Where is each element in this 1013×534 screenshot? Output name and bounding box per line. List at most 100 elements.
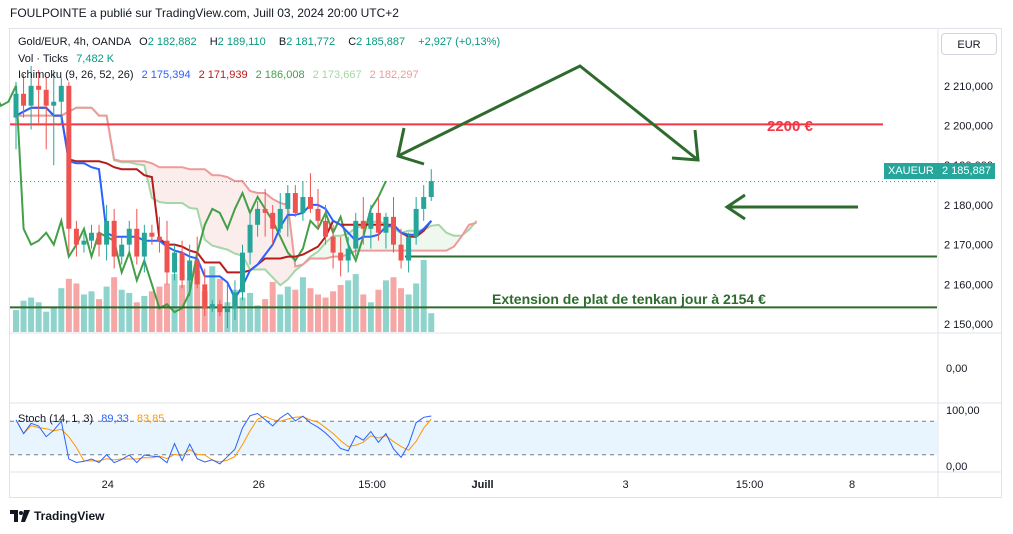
candle-body: [36, 85, 42, 90]
legend-c-label: C: [348, 36, 357, 48]
volume-bar: [420, 260, 427, 332]
kumo-fill: [167, 167, 175, 203]
arrow-drawing: [397, 64, 699, 162]
kumo-fill: [318, 242, 326, 259]
tradingview-logo[interactable]: TradingView: [10, 509, 104, 523]
volume-bar: [156, 286, 163, 332]
currency-button[interactable]: EUR: [941, 33, 997, 55]
arrow-head: [396, 127, 425, 166]
y-tick-label: 2 160,000: [944, 279, 993, 291]
volume-bar: [50, 306, 57, 332]
candle-body: [141, 232, 147, 257]
candle-body: [232, 292, 238, 309]
volume-bar: [103, 286, 110, 332]
tenkan-annotation: Extension de plat de tenkan jour à 2154 …: [492, 291, 766, 307]
candle-body: [428, 181, 434, 197]
candle-body: [126, 228, 132, 245]
kumo-fill: [182, 167, 190, 208]
last-price-tag: 2 185,887: [938, 163, 995, 179]
kumo-fill: [219, 175, 228, 250]
symbol-tag: XAUEUR: [884, 163, 938, 179]
volume-bar: [405, 294, 412, 332]
y-tick-label: 2 180,000: [944, 200, 993, 212]
x-tick-label: 26: [253, 479, 265, 491]
volume-bar: [428, 313, 435, 332]
volume-bar: [284, 286, 291, 332]
candle-body: [240, 252, 245, 293]
candle-body: [285, 193, 291, 209]
candle-body: [66, 85, 72, 229]
candle-body: [368, 212, 374, 229]
volume-bar: [315, 294, 321, 332]
candle-body: [81, 240, 87, 245]
x-tick-label: 15:00: [358, 479, 386, 491]
volume-axis-label: 0,00: [946, 363, 967, 375]
legend-symbol: Gold/EUR, 4h, OANDA: [18, 36, 132, 48]
candle-body: [209, 304, 215, 309]
candle-body: [111, 220, 117, 257]
candle-body: [255, 208, 261, 225]
volume-bar: [330, 291, 337, 332]
volume-bar: [43, 311, 50, 332]
candle-body: [119, 244, 125, 257]
volume-bar: [133, 302, 140, 332]
kumo-fill: [446, 232, 454, 251]
volume-bar: [390, 277, 397, 332]
candle-body: [360, 220, 366, 229]
legend-low: 2 181,772: [286, 36, 336, 48]
kumo-fill: [189, 169, 198, 209]
tenkan-sen-line: [15, 106, 433, 301]
x-tick-label: 24: [102, 479, 114, 491]
candle-body: [300, 197, 306, 213]
volume-bar: [247, 292, 254, 332]
legend-ichimoku-row: Ichimoku (9, 26, 52, 26) 2 175,394 2 171…: [18, 69, 424, 81]
kumo-fill: [423, 225, 432, 251]
legend-chikou-value: 2 186,008: [255, 69, 305, 81]
x-tick-label: 8: [849, 479, 855, 491]
volume-bar: [20, 300, 27, 332]
candle-body: [28, 85, 34, 106]
volume-bar: [186, 278, 193, 332]
volume-bar: [58, 288, 65, 332]
stoch-k-line: [15, 412, 432, 465]
volume-bar: [398, 288, 405, 332]
candle-body: [202, 284, 208, 309]
candle-body: [338, 252, 344, 261]
kumo-fill: [159, 167, 167, 203]
volume-bar: [322, 297, 329, 332]
volume-bar: [352, 274, 359, 332]
y-tick-label: 2 210,000: [944, 81, 993, 93]
candle-body: [13, 93, 19, 118]
volume-bar: [28, 297, 35, 332]
legend-high: 2 189,110: [217, 36, 266, 48]
candle-body: [89, 232, 94, 241]
legend-stoch-d: 83,85: [136, 413, 165, 425]
volume-bar: [209, 266, 216, 332]
candle-body: [330, 236, 336, 253]
arrow-head: [724, 193, 746, 221]
candle-body: [353, 220, 359, 249]
candle-body: [315, 208, 321, 221]
volume-bar: [194, 270, 201, 332]
legend-tenkan-value: 2 175,394: [141, 69, 191, 81]
volume-bar: [337, 285, 344, 332]
candle-body: [172, 252, 178, 273]
volume-bar: [35, 302, 42, 332]
legend-volume-row: Vol · Ticks 7,482 K: [18, 53, 119, 65]
candle-body: [58, 85, 64, 102]
volume-bar: [171, 274, 178, 332]
candle-body: [406, 236, 412, 261]
legend-b-label: B: [278, 36, 287, 48]
tradingview-logo-icon: [10, 510, 30, 522]
level-2200-annotation: 2200 €: [767, 118, 813, 135]
candle-body: [375, 212, 381, 233]
legend-span-b-value: 2 182,297: [369, 69, 419, 81]
candle-body: [156, 236, 162, 241]
legend-change: +2,927 (+0,13%): [418, 36, 501, 48]
publish-line: FOULPOINTE a publié sur TradingView.com,…: [10, 6, 399, 20]
volume-bar: [254, 305, 261, 332]
kumo-fill: [265, 193, 273, 278]
candle-body: [262, 208, 268, 213]
chart-frame: [9, 28, 1002, 498]
